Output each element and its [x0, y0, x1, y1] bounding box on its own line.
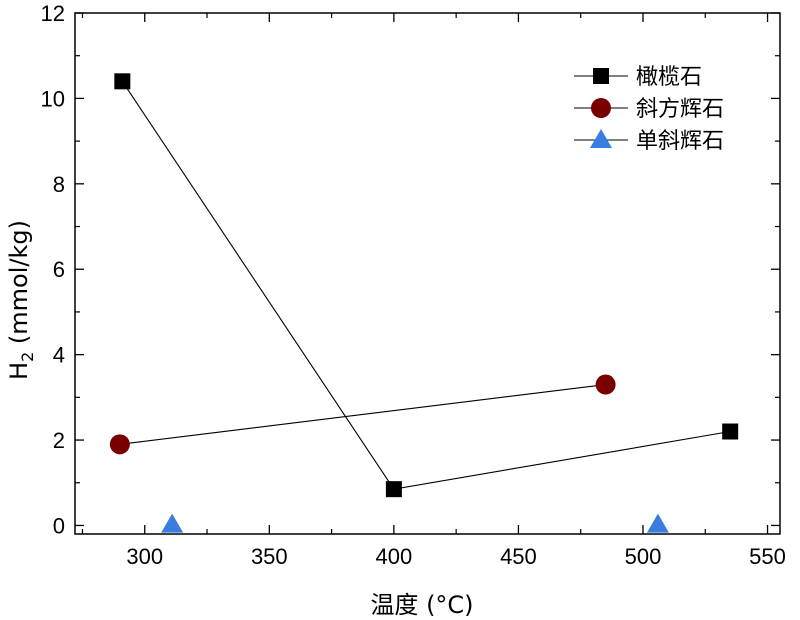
x-tick-label: 400 — [376, 544, 413, 569]
y-tick-label: 10 — [41, 86, 65, 111]
data-point — [722, 423, 739, 440]
series-layer — [109, 73, 739, 533]
y-tick-label: 2 — [53, 428, 65, 453]
data-point — [595, 374, 616, 395]
series-line — [119, 383, 606, 445]
legend-marker — [593, 68, 609, 84]
x-tick-label: 550 — [749, 544, 786, 569]
legend-label: 单斜辉石 — [636, 129, 724, 154]
y-tick-label: 6 — [53, 257, 65, 282]
x-tick-label: 300 — [126, 544, 163, 569]
series-3 — [161, 513, 669, 533]
x-tick-label: 350 — [251, 544, 288, 569]
legend-marker — [591, 98, 611, 118]
legend-label: 橄榄石 — [636, 65, 702, 90]
data-point — [161, 513, 184, 533]
y-tick-label: 0 — [53, 513, 65, 538]
x-axis-title: 温度 (°C) — [370, 591, 473, 619]
legend-item: 单斜辉石 — [574, 129, 724, 154]
series-1 — [114, 73, 739, 498]
data-point — [646, 513, 669, 533]
legend-item: 斜方辉石 — [574, 97, 724, 122]
legend-label: 斜方辉石 — [636, 97, 724, 122]
series-2 — [109, 374, 616, 455]
plot-frame — [74, 12, 781, 535]
x-tick-label: 500 — [625, 544, 662, 569]
legend-marker — [590, 129, 612, 148]
data-point — [114, 73, 131, 90]
y-axis-title: H2 (mmol/kg) — [5, 220, 37, 380]
legend-item: 橄榄石 — [574, 65, 702, 90]
data-point — [385, 481, 402, 498]
x-tick-label: 450 — [500, 544, 537, 569]
y-tick-label: 12 — [41, 1, 65, 26]
plot-frame-layer: 300 350 400 450 500 550 0 2 4 6 8 10 12 — [41, 1, 786, 569]
y-tick-label: 8 — [53, 172, 65, 197]
y-tick-label: 4 — [53, 343, 65, 368]
data-point — [109, 434, 130, 455]
